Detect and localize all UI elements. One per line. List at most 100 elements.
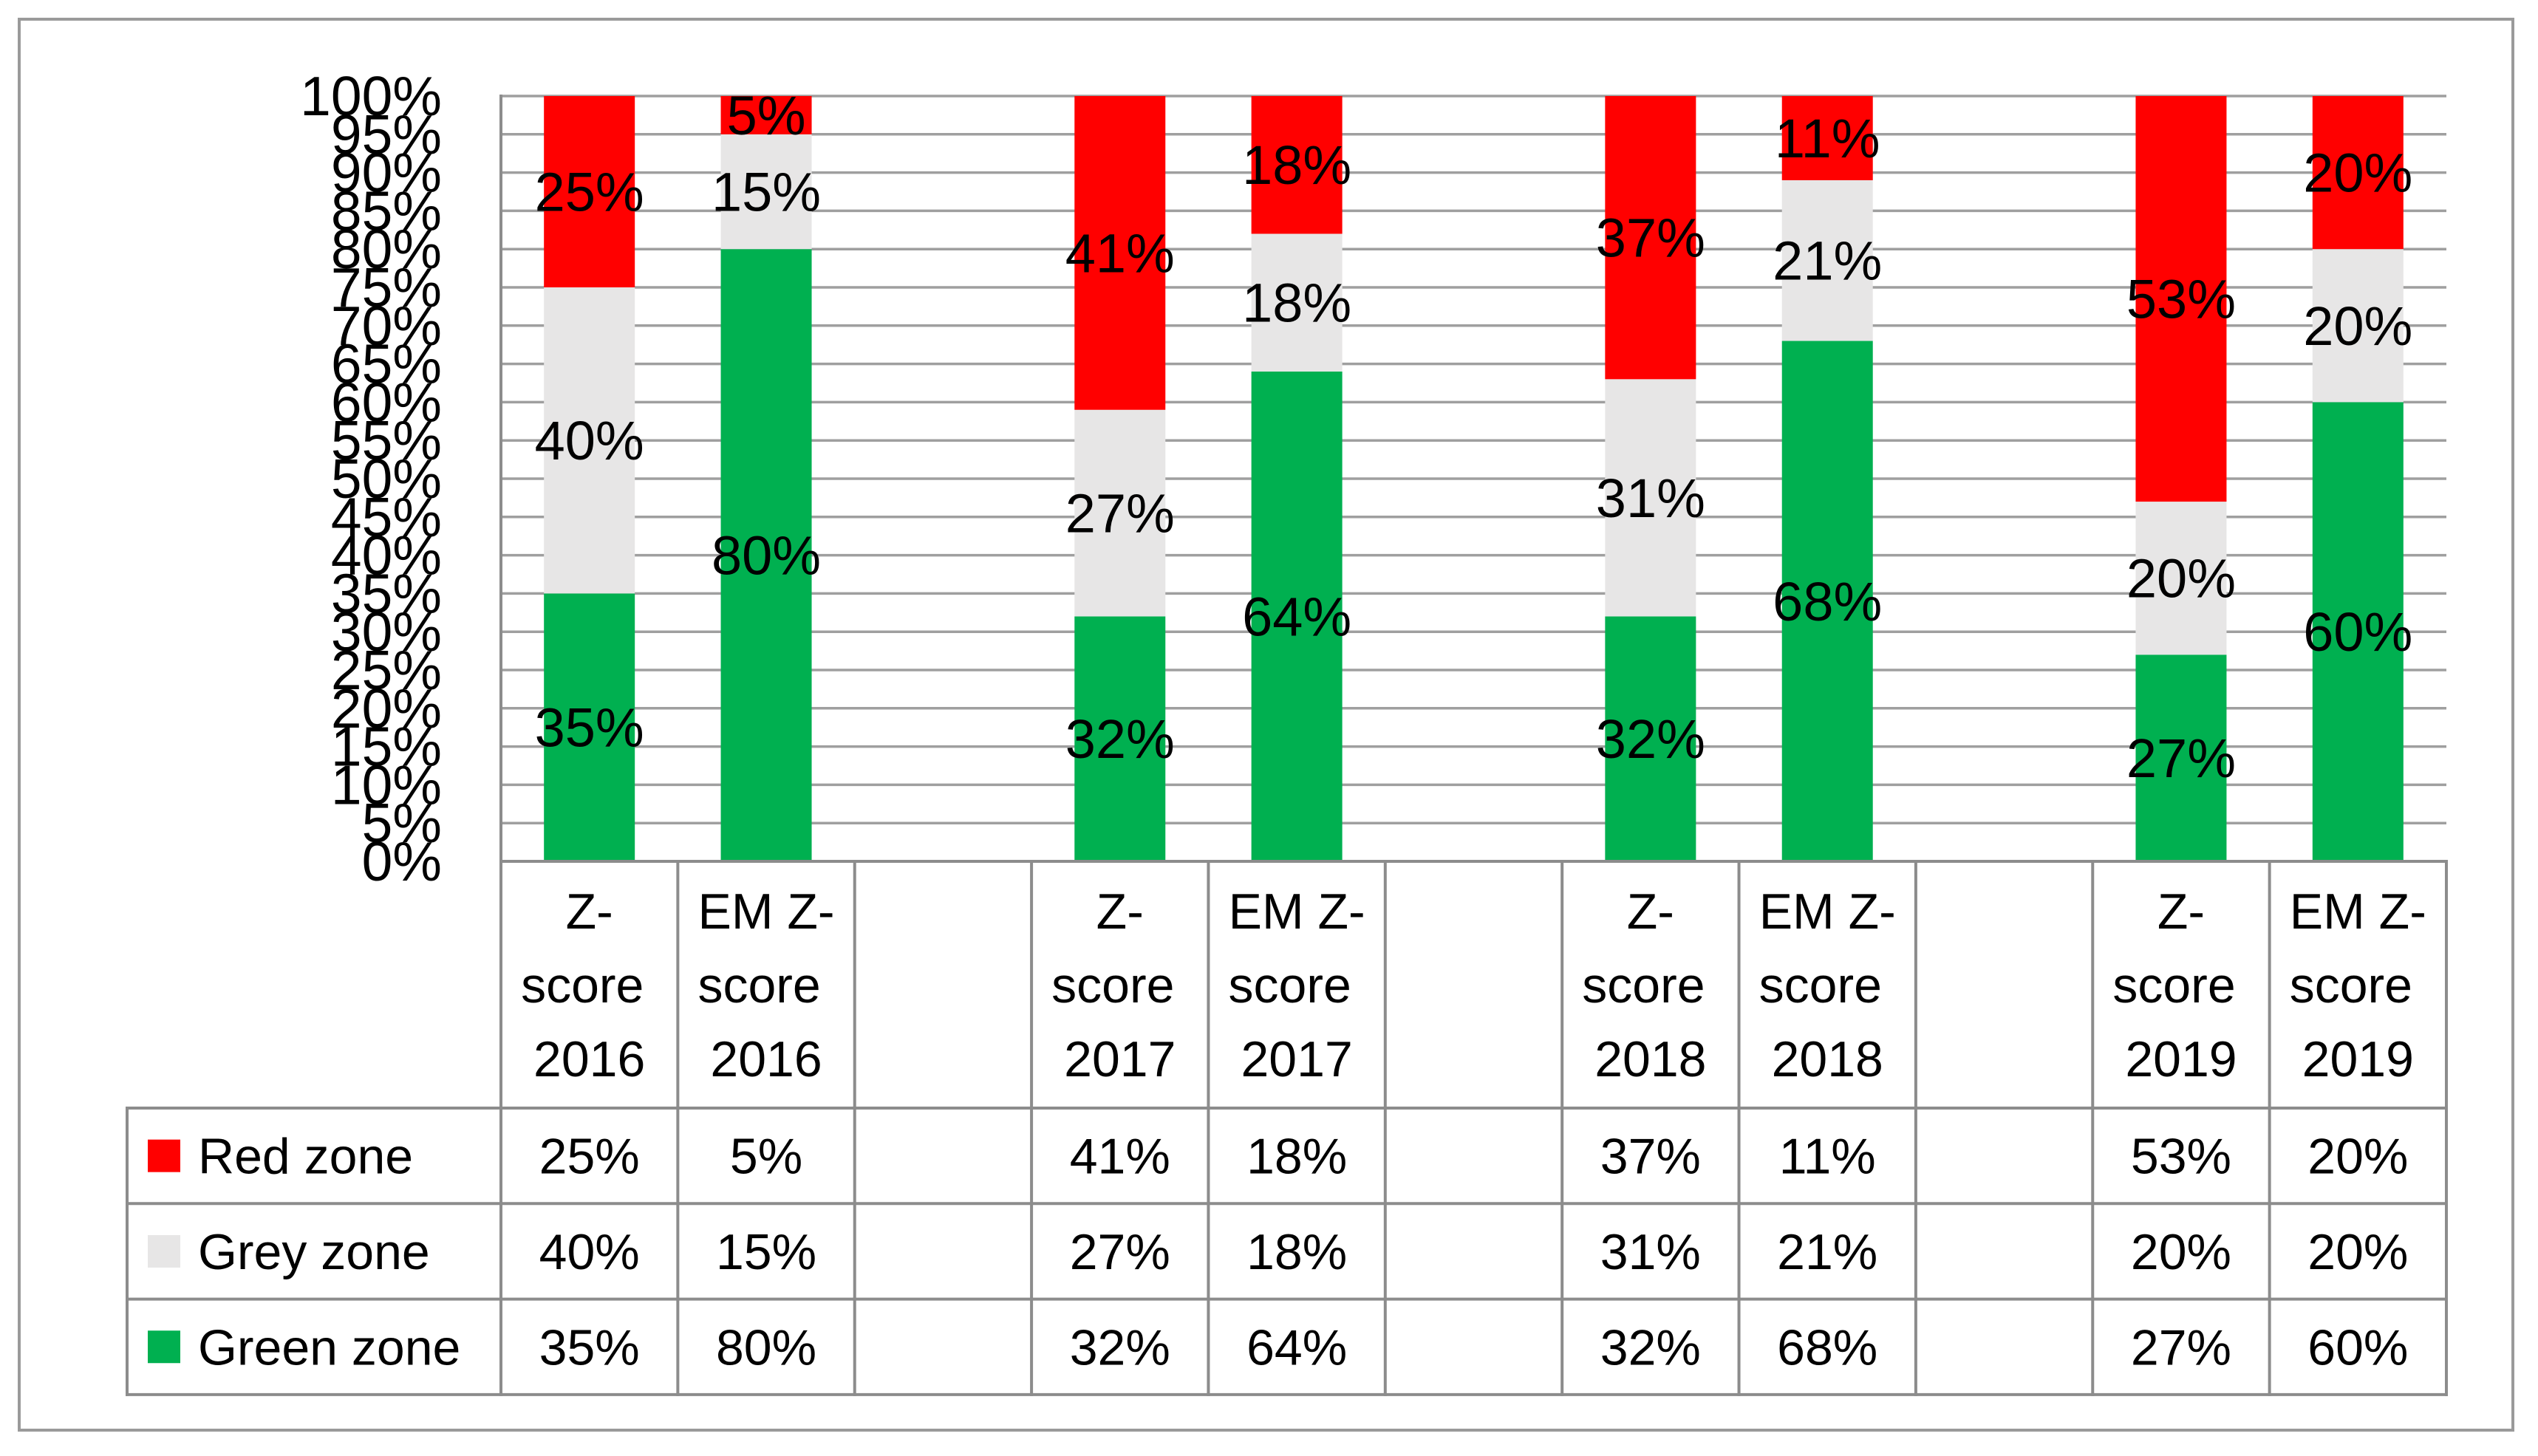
y-tick-label: 65% <box>331 333 442 395</box>
data-label-green-zone: 32% <box>1065 708 1175 770</box>
y-axis-labels: 0%5%10%15%20%25%30%35%40%45%50%55%60%65%… <box>300 65 442 892</box>
bar-green-zone <box>544 593 635 861</box>
table-row-red-zone: Red zone 25% 5% 41% 18% 37% 11% 53% 20% <box>148 1129 2408 1185</box>
bar-green-zone <box>1251 371 1343 862</box>
bar-grey-zone <box>544 287 635 594</box>
y-tick-label: 15% <box>331 716 442 778</box>
bar-green-zone <box>2312 402 2404 861</box>
category-label-line: Z- <box>2157 883 2205 940</box>
bar-green-zone <box>2135 654 2227 861</box>
data-label-red-zone: 25% <box>535 162 644 223</box>
category-label-line: 2019 <box>2302 1031 2414 1087</box>
y-tick-label: 90% <box>331 142 442 204</box>
data-label-red-zone: 5% <box>727 85 806 146</box>
table-row-green-zone: Green zone 35% 80% 32% 64% 32% 68% 27% 60% <box>148 1319 2408 1375</box>
table-cell: 5% <box>730 1129 802 1185</box>
bar-grey-zone <box>1781 180 1873 341</box>
table-cell: 18% <box>1246 1224 1347 1280</box>
bar-green-zone <box>1605 616 1696 861</box>
category-label-line: Z- <box>566 883 613 940</box>
bar-red-zone <box>1605 96 1696 380</box>
table-cell: 37% <box>1600 1129 1701 1185</box>
y-tick-label: 20% <box>331 677 442 739</box>
y-tick-label: 35% <box>331 562 442 624</box>
table-cell: 20% <box>2307 1224 2408 1280</box>
y-tick-label: 30% <box>331 601 442 663</box>
table-cell: 25% <box>539 1129 640 1185</box>
table-cell: 80% <box>716 1319 816 1375</box>
data-label-red-zone: 18% <box>1242 134 1351 196</box>
table-cell: 27% <box>2131 1319 2231 1375</box>
data-label-grey-zone: 27% <box>1065 483 1175 544</box>
chart-frame <box>18 18 2514 1432</box>
table-cell: 41% <box>1070 1129 1170 1185</box>
bar-grey-zone <box>720 134 812 250</box>
data-label-green-zone: 32% <box>1596 708 1705 770</box>
data-label-green-zone: 35% <box>535 697 644 759</box>
category-label-line: score <box>1051 957 1188 1014</box>
table-cell: 53% <box>2131 1129 2231 1185</box>
bar-red-zone <box>2135 96 2227 502</box>
category-label-line: EM Z- <box>2290 883 2426 940</box>
category-label-line: score <box>521 957 658 1014</box>
y-tick-label: 75% <box>331 256 442 318</box>
table-cell: 32% <box>1070 1319 1170 1375</box>
category-label: EM Z-score 2017 <box>1229 883 1365 1087</box>
category-label-line: score <box>1759 957 1896 1014</box>
table-cell: 18% <box>1246 1129 1347 1185</box>
category-label-line: 2017 <box>1241 1031 1352 1087</box>
table-cell: 27% <box>1070 1224 1170 1280</box>
bar-red-zone <box>1074 96 1166 410</box>
y-tick-label: 50% <box>331 448 442 510</box>
category-label-line: 2019 <box>2125 1031 2237 1087</box>
category-label-line: EM Z- <box>1229 883 1365 940</box>
y-tick-label: 95% <box>331 103 442 165</box>
category-label-line: score <box>2290 957 2426 1014</box>
bars <box>544 96 2404 862</box>
category-label-line: score <box>1229 957 1365 1014</box>
data-label-green-zone: 60% <box>2303 601 2412 663</box>
table-cell: 31% <box>1600 1224 1701 1280</box>
table-cell: 64% <box>1246 1319 1347 1375</box>
y-tick-label: 40% <box>331 524 442 587</box>
legend-key-red-zone <box>148 1139 180 1172</box>
category-label-line: 2016 <box>710 1031 822 1087</box>
table-row-label: Green zone <box>198 1319 460 1375</box>
category-label-line: Z- <box>1627 883 1674 940</box>
data-label-red-zone: 37% <box>1596 208 1705 269</box>
category-label-line: 2018 <box>1772 1031 1883 1087</box>
y-tick-label: 45% <box>331 486 442 548</box>
y-tick-label: 5% <box>362 792 442 854</box>
bar-red-zone <box>1781 96 1873 180</box>
data-label-grey-zone: 18% <box>1242 273 1351 334</box>
data-table: Red zone 25% 5% 41% 18% 37% 11% 53% 20%Grey zone… <box>148 1129 2408 1375</box>
category-label: Z-score 2019 <box>2112 883 2249 1087</box>
bar-grey-zone <box>1605 379 1696 617</box>
y-tick-label: 0% <box>362 830 442 892</box>
bar-red-zone <box>1251 96 1343 234</box>
table-row-label: Grey zone <box>198 1224 430 1280</box>
table-cell: 21% <box>1777 1224 1877 1280</box>
data-label-grey-zone: 21% <box>1773 230 1882 292</box>
data-label-grey-zone: 31% <box>1596 468 1705 529</box>
category-label: Z-score 2016 <box>521 883 658 1087</box>
table-cell: 68% <box>1777 1319 1877 1375</box>
y-tick-label: 55% <box>331 409 442 471</box>
category-label: EM Z-score 2018 <box>1759 883 1896 1087</box>
bar-green-zone <box>1781 341 1873 861</box>
data-label-red-zone: 41% <box>1065 222 1175 284</box>
y-tick-label: 70% <box>331 295 442 357</box>
table-cell: 20% <box>2131 1224 2231 1280</box>
y-tick-label: 10% <box>331 753 442 816</box>
data-label-grey-zone: 20% <box>2303 295 2412 357</box>
legend-key-green-zone <box>148 1330 180 1364</box>
category-label-line: EM Z- <box>1759 883 1896 940</box>
data-label-grey-zone: 15% <box>712 162 821 223</box>
gridlines <box>501 95 2446 863</box>
y-tick-label: 25% <box>331 639 442 701</box>
category-label-line: EM Z- <box>698 883 835 940</box>
bar-red-zone <box>720 96 812 134</box>
data-label-grey-zone: 20% <box>2126 548 2236 609</box>
